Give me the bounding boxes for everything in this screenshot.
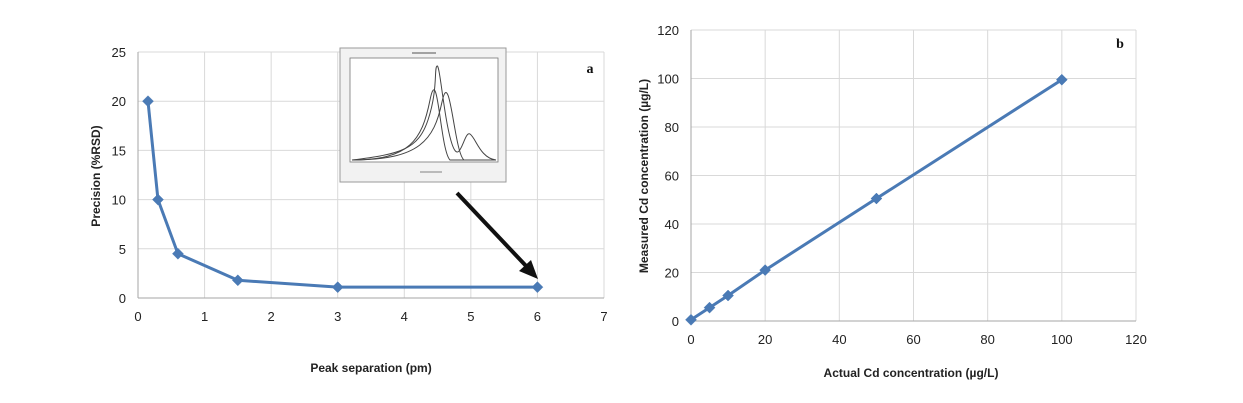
y-axis-title: Measured Cd concentration (µg/L): [637, 79, 651, 273]
arrow-line: [455, 191, 530, 270]
x-tick-label: 1: [201, 309, 208, 324]
inset-spectrum-image: [339, 47, 507, 183]
chart-b: 0 20 40 60 80 100 120 0 20 40 60 80 100 120 Actual Cd …: [637, 23, 1147, 380]
y-tick-label: 20: [112, 94, 126, 109]
inset-peak-1: [351, 89, 496, 161]
y-tick-label: 40: [665, 217, 679, 232]
y-tick-label: 25: [112, 45, 126, 60]
x-tick-label: 6: [534, 309, 541, 324]
x-tick-label: 3: [334, 309, 341, 324]
x-tick-label: 60: [906, 332, 920, 347]
x-tick-label: 120: [1125, 332, 1147, 347]
arrow-head-icon: [519, 260, 538, 279]
data-point-marker: [722, 289, 734, 302]
panel-label: b: [1116, 37, 1124, 52]
x-axis-title: Actual Cd concentration (µg/L): [824, 366, 999, 380]
data-point-marker: [152, 193, 164, 206]
chart-a: 0 1 2 3 4 5 6 7 0 5 10 15 20 25 Peak separation (pm) Pr…: [89, 45, 608, 375]
y-tick-label: 20: [665, 266, 679, 281]
data-point-marker: [870, 192, 883, 205]
x-tick-label: 4: [401, 309, 408, 324]
data-point-marker: [331, 281, 344, 294]
data-point-marker: [142, 95, 154, 108]
data-point-marker: [531, 281, 544, 294]
x-tick-label: 0: [134, 309, 141, 324]
y-axis-title: Precision (%RSD): [89, 125, 103, 226]
inset-peak-2: [351, 92, 496, 161]
x-tick-label: 7: [600, 309, 607, 324]
data-point-marker: [232, 274, 244, 287]
x-tick-label: 80: [980, 332, 994, 347]
y-tick-label: 15: [112, 143, 126, 158]
y-tick-label: 60: [665, 169, 679, 184]
y-tick-label: 0: [672, 314, 679, 329]
y-tick-label: 5: [119, 242, 126, 257]
inset-sum-curve: [351, 65, 497, 161]
y-tick-label: 0: [119, 291, 126, 306]
x-tick-label: 20: [758, 332, 772, 347]
y-tick-label: 100: [657, 72, 679, 87]
series-line: [146, 101, 538, 289]
x-tick-label: 100: [1051, 332, 1073, 347]
data-point-marker: [703, 301, 716, 314]
y-tick-label: 120: [657, 23, 679, 38]
x-tick-label: 40: [832, 332, 846, 347]
x-tick-label: 0: [687, 332, 694, 347]
x-axis-title: Peak separation (pm): [310, 361, 431, 375]
x-tick-label: 5: [467, 309, 474, 324]
data-point-marker: [759, 264, 772, 276]
y-tick-label: 10: [112, 193, 126, 208]
data-point-marker: [1055, 73, 1068, 86]
inset-plot-area: [349, 57, 499, 163]
data-point-marker: [172, 247, 184, 260]
panel-label: a: [587, 62, 594, 77]
x-tick-label: 2: [268, 309, 275, 324]
y-tick-label: 80: [665, 120, 679, 135]
data-point-marker: [685, 313, 697, 326]
